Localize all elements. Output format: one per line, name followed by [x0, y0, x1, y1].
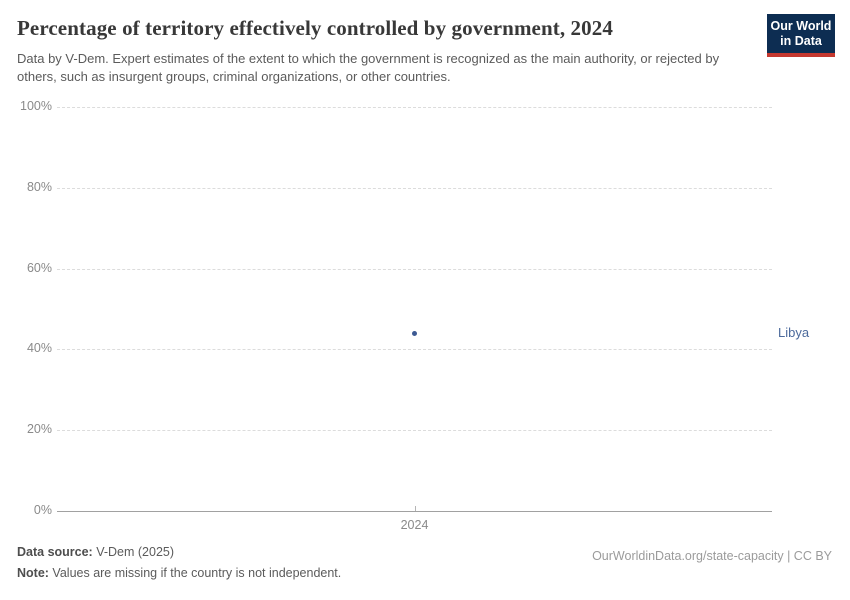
- source-text: V-Dem (2025): [92, 545, 175, 559]
- entity-label-libya[interactable]: Libya: [778, 325, 810, 341]
- y-axis-tick-label: 80%: [26, 179, 52, 194]
- gridline: [57, 430, 772, 432]
- owid-logo-line2: in Data: [780, 33, 822, 48]
- note-line: Note: Values are missing if the country …: [17, 563, 341, 584]
- owid-logo[interactable]: Our World in Data: [767, 14, 835, 57]
- source-label: Data source:: [17, 545, 93, 559]
- footer-source-note: Data source: V-Dem (2025) Note: Values a…: [17, 542, 341, 584]
- gridline: [57, 187, 772, 189]
- gridline: [57, 349, 772, 351]
- chart-subtitle: Data by V-Dem. Expert estimates of the e…: [17, 51, 720, 84]
- gridline: [57, 107, 772, 108]
- y-axis-tick-label: 60%: [26, 260, 52, 275]
- note-label: Note:: [17, 566, 49, 580]
- source-line: Data source: V-Dem (2025): [17, 542, 341, 563]
- x-axis-line: [57, 511, 772, 512]
- footer-citation-link[interactable]: OurWorldinData.org/state-capacity | CC B…: [592, 549, 832, 563]
- y-axis-tick-label: 20%: [26, 422, 52, 437]
- y-axis-tick-label: 40%: [26, 341, 52, 356]
- x-axis-tick-mark: [414, 506, 416, 511]
- y-axis-tick-label: 100%: [20, 99, 52, 113]
- y-axis-tick-label: 0%: [33, 503, 52, 517]
- gridline: [57, 268, 772, 270]
- chart-title: Percentage of territory effectively cont…: [17, 16, 613, 40]
- x-axis-tick-label: 2024: [400, 518, 429, 532]
- data-point-libya[interactable]: [412, 330, 417, 336]
- note-text: Values are missing if the country is not…: [48, 566, 342, 580]
- owid-logo-line1: Our World: [770, 19, 832, 33]
